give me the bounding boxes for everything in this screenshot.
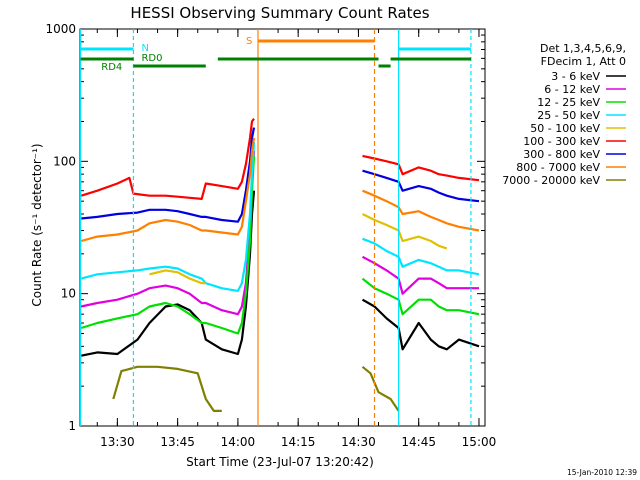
series-line-2-b (361, 255, 479, 295)
series-line-4 (80, 141, 256, 292)
series-line-8-b (362, 189, 480, 232)
x-tick-label: 15:00 (462, 435, 497, 449)
series-line-6 (80, 118, 255, 200)
x-tick-label: 14:00 (221, 435, 256, 449)
legend-label: 7000 - 20000 keV (502, 174, 600, 187)
legend-label: 12 - 25 keV (537, 96, 600, 109)
series-layer (80, 118, 480, 412)
y-axis: 1 10 100 1000 (45, 22, 485, 433)
rd0-flag-label: RD0 (141, 53, 162, 64)
series-line-7 (81, 127, 256, 223)
night-flag-label: N (141, 43, 148, 54)
legend-label: 50 - 100 keV (530, 122, 600, 135)
x-axis: 13:30 13:45 14:00 14:15 14:30 14:45 15:00 (96, 29, 497, 449)
legend-label: 25 - 50 keV (537, 109, 600, 122)
legend: Det 1,3,4,5,6,9,FDecim 1, Att 0 3 - 6 keV… (502, 42, 626, 187)
series-line-1-b (361, 298, 480, 351)
legend-label: 300 - 800 keV (523, 148, 600, 161)
series-line-5 (149, 269, 206, 285)
series-line-3-b (361, 277, 480, 316)
series-line-5-b (362, 213, 448, 250)
series-line-4-b (362, 237, 480, 276)
x-tick-label: 14:45 (401, 435, 436, 449)
y-tick-label: 1 (68, 419, 76, 433)
legend-label: 100 - 300 keV (523, 135, 600, 148)
x-tick-label: 13:30 (100, 435, 135, 449)
y-axis-label: Count Rate (s⁻¹ detector⁻¹) (30, 143, 44, 306)
timestamp: 15-Jan-2010 12:39 (567, 468, 637, 477)
series-line-9-b (361, 365, 400, 412)
series-line-8 (80, 137, 256, 243)
legend-header: FDecim 1, Att 0 (541, 55, 626, 68)
rd4-flag-label: RD4 (101, 62, 122, 73)
flare-flag-label: S (246, 36, 252, 47)
x-tick-label: 13:45 (160, 435, 195, 449)
y-tick-label: 100 (53, 154, 76, 168)
series-line-6-b (362, 154, 480, 182)
legend-label: 3 - 6 keV (551, 70, 600, 83)
y-tick-label: 1000 (45, 22, 76, 36)
x-tick-label: 14:15 (281, 435, 316, 449)
x-tick-label: 14:30 (341, 435, 376, 449)
y-tick-label: 10 (61, 287, 76, 301)
legend-label: 800 - 7000 keV (516, 161, 600, 174)
series-line-7-b (362, 169, 480, 203)
legend-header: Det 1,3,4,5,6,9, (540, 42, 626, 55)
series-line-3 (80, 155, 256, 335)
legend-label: 6 - 12 keV (544, 83, 600, 96)
x-axis-label: Start Time (23-Jul-07 13:20:42) (186, 455, 374, 469)
series-line-9 (112, 365, 222, 412)
chart-title: HESSI Observing Summary Count Rates (130, 4, 429, 22)
